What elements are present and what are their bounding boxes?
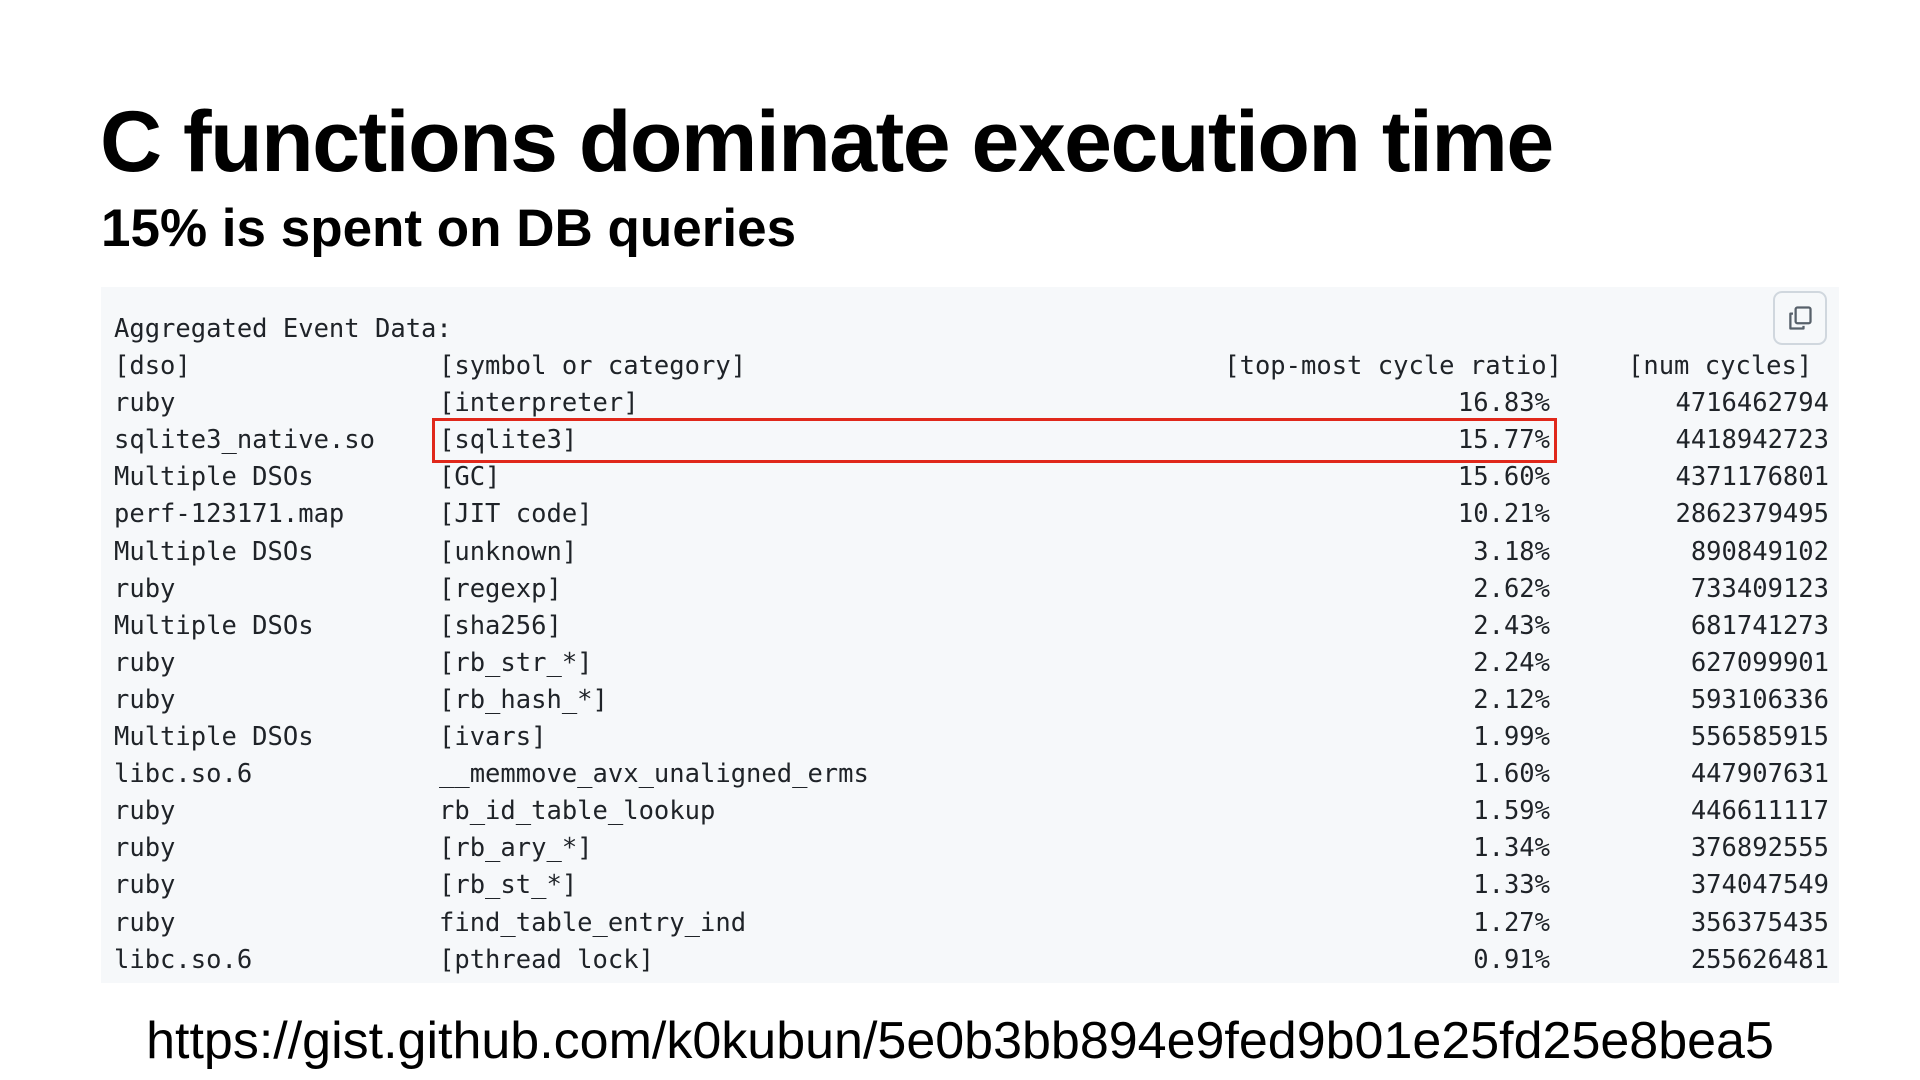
header-cycles: [num cycles] — [1628, 351, 1813, 382]
cell-symbol: rb_id_table_lookup — [439, 796, 716, 827]
table-row: Multiple DSOs [GC] 15.60% 4371176801 — [114, 459, 1834, 496]
table-row: ruby [rb_st_*] 1.33% 374047549 — [114, 867, 1834, 904]
cell-cycles: 2862379495 — [1675, 499, 1829, 530]
cell-symbol: find_table_entry_ind — [439, 907, 747, 938]
code-heading: Aggregated Event Data: — [114, 311, 1834, 348]
cell-symbol: [rb_ary_*] — [439, 833, 593, 864]
slide-subtitle: 15% is spent on DB queries — [101, 199, 797, 258]
cell-symbol: [rb_hash_*] — [439, 684, 608, 715]
cell-symbol: [pthread lock] — [439, 944, 654, 975]
table-row: ruby [rb_hash_*] 2.12% 593106336 — [114, 682, 1834, 719]
cell-dso: Multiple DSOs — [114, 610, 314, 641]
cell-symbol: [rb_st_*] — [439, 870, 578, 901]
copy-button[interactable] — [1773, 291, 1827, 345]
cell-symbol: [sha256] — [439, 610, 562, 641]
cell-symbol: __memmove_avx_unaligned_erms — [439, 759, 869, 790]
table-row: ruby rb_id_table_lookup 1.59% 446611117 — [114, 793, 1834, 830]
cell-ratio: 2.12% — [1473, 684, 1550, 715]
cell-cycles: 681741273 — [1690, 610, 1829, 641]
cell-ratio: 15.77% — [1457, 425, 1550, 456]
cell-cycles: 356375435 — [1690, 907, 1829, 938]
cell-cycles: 593106336 — [1690, 684, 1829, 715]
cell-dso: ruby — [114, 573, 176, 604]
cell-dso: ruby — [114, 647, 176, 678]
table-row: Multiple DSOs [ivars] 1.99% 556585915 — [114, 719, 1834, 756]
cell-ratio: 15.60% — [1457, 462, 1550, 493]
table-row-highlighted: sqlite3_native.so [sqlite3] 15.77% 44189427… — [114, 422, 1834, 459]
cell-dso: sqlite3_native.so — [114, 425, 375, 456]
table-row: ruby [rb_ary_*] 1.34% 376892555 — [114, 830, 1834, 867]
cell-symbol: [regexp] — [439, 573, 562, 604]
table-row: Multiple DSOs [unknown] 3.18% 890849102 — [114, 534, 1834, 571]
cell-cycles: 446611117 — [1690, 796, 1829, 827]
cell-dso: libc.so.6 — [114, 944, 253, 975]
copy-icon — [1789, 306, 1812, 330]
cell-cycles: 556585915 — [1690, 722, 1829, 753]
cell-cycles: 447907631 — [1690, 759, 1829, 790]
cell-symbol: [JIT code] — [439, 499, 593, 530]
cell-dso: Multiple DSOs — [114, 722, 314, 753]
cell-cycles: 255626481 — [1690, 944, 1829, 975]
cell-dso: ruby — [114, 684, 176, 715]
code-content: Aggregated Event Data: [dso] [symbol or … — [114, 311, 1834, 979]
source-url[interactable]: https://gist.github.com/k0kubun/5e0b3bb8… — [146, 1012, 1774, 1070]
table-row: perf-123171.map [JIT code] 10.21% 286237949… — [114, 496, 1834, 533]
cell-symbol: [interpreter] — [439, 388, 639, 419]
cell-dso: ruby — [114, 796, 176, 827]
code-block: Aggregated Event Data: [dso] [symbol or … — [101, 287, 1839, 983]
header-symbol: [symbol or category] — [439, 351, 747, 382]
cell-cycles: 733409123 — [1690, 573, 1829, 604]
table-row: libc.so.6 __memmove_avx_unaligned_erms 1.6… — [114, 756, 1834, 793]
cell-ratio: 1.60% — [1473, 759, 1550, 790]
cell-dso: libc.so.6 — [114, 759, 253, 790]
cell-dso: ruby — [114, 388, 176, 419]
cell-ratio: 3.18% — [1473, 536, 1550, 567]
cell-ratio: 2.62% — [1473, 573, 1550, 604]
slide-title: C functions dominate execution time — [100, 94, 1554, 190]
cell-cycles: 4716462794 — [1675, 388, 1829, 419]
cell-dso: perf-123171.map — [114, 499, 345, 530]
cell-cycles: 4371176801 — [1675, 462, 1829, 493]
cell-cycles: 627099901 — [1690, 647, 1829, 678]
cell-ratio: 10.21% — [1457, 499, 1550, 530]
cell-cycles: 890849102 — [1690, 536, 1829, 567]
cell-dso: Multiple DSOs — [114, 536, 314, 567]
cell-ratio: 0.91% — [1473, 944, 1550, 975]
code-header-row: [dso] [symbol or category] [top-most cyc… — [114, 348, 1834, 385]
table-row: libc.so.6 [pthread lock] 0.91% 255626481 — [114, 942, 1834, 979]
cell-dso: ruby — [114, 907, 176, 938]
cell-symbol: [rb_str_*] — [439, 647, 593, 678]
cell-cycles: 374047549 — [1690, 870, 1829, 901]
cell-symbol: [GC] — [439, 462, 501, 493]
cell-cycles: 4418942723 — [1675, 425, 1829, 456]
table-row: ruby find_table_entry_ind 1.27% 356375435 — [114, 905, 1834, 942]
header-ratio: [top-most cycle ratio] — [1224, 351, 1562, 382]
cell-cycles: 376892555 — [1690, 833, 1829, 864]
table-row: ruby [interpreter] 16.83% 4716462794 — [114, 385, 1834, 422]
cell-ratio: 1.33% — [1473, 870, 1550, 901]
cell-symbol: [unknown] — [439, 536, 578, 567]
cell-ratio: 2.24% — [1473, 647, 1550, 678]
table-row: ruby [rb_str_*] 2.24% 627099901 — [114, 645, 1834, 682]
table-row: Multiple DSOs [sha256] 2.43% 681741273 — [114, 608, 1834, 645]
cell-dso: Multiple DSOs — [114, 462, 314, 493]
cell-ratio: 2.43% — [1473, 610, 1550, 641]
table-row: ruby [regexp] 2.62% 733409123 — [114, 571, 1834, 608]
header-dso: [dso] — [114, 351, 191, 382]
cell-dso: ruby — [114, 870, 176, 901]
cell-symbol: [ivars] — [439, 722, 547, 753]
cell-symbol: [sqlite3] — [439, 425, 578, 456]
cell-ratio: 1.27% — [1473, 907, 1550, 938]
cell-dso: ruby — [114, 833, 176, 864]
cell-ratio: 16.83% — [1457, 388, 1550, 419]
cell-ratio: 1.59% — [1473, 796, 1550, 827]
code-heading-text: Aggregated Event Data: — [114, 314, 452, 344]
cell-ratio: 1.99% — [1473, 722, 1550, 753]
cell-ratio: 1.34% — [1473, 833, 1550, 864]
